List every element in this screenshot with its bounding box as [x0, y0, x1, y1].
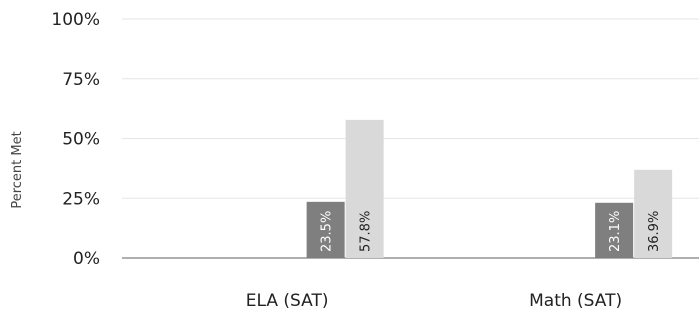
y-tick-label: 100% [51, 10, 100, 30]
y-tick-label: 0% [73, 249, 100, 269]
x-category-label: ELA (SAT) [246, 291, 329, 311]
x-category-label: Math (SAT) [529, 291, 622, 311]
data-label: 23.1% [608, 211, 623, 252]
data-labels: 23.5% 57.8% 23.1% 36.9% [320, 211, 663, 252]
bar [595, 202, 634, 258]
data-label: 57.8% [359, 211, 374, 252]
y-tick-label: 25% [62, 189, 100, 209]
data-label: 23.5% [320, 211, 335, 252]
y-axis-ticks: 0% 25% 50% 75% 100% [51, 10, 100, 269]
y-tick-label: 50% [62, 130, 100, 150]
data-label: 36.9% [647, 211, 662, 252]
y-axis-title: Percent Met [10, 131, 25, 208]
bar [345, 119, 384, 258]
x-axis-categories: ELA (SAT) Math (SAT) [246, 291, 622, 311]
bars [306, 119, 673, 258]
bar [306, 201, 345, 258]
bar [634, 169, 673, 258]
y-tick-label: 75% [62, 70, 100, 90]
